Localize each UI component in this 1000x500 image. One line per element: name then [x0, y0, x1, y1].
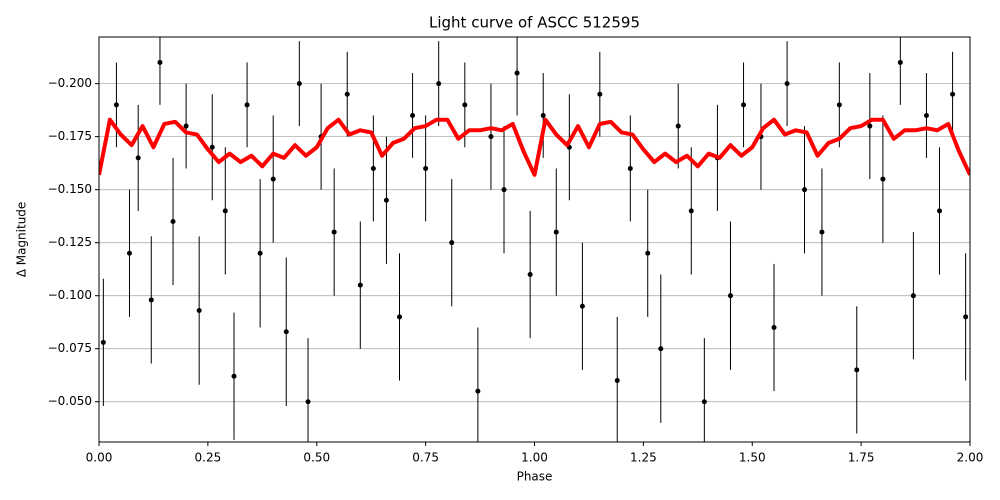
data-point — [553, 229, 559, 235]
data-point — [802, 187, 808, 193]
data-point — [244, 102, 250, 108]
data-point — [867, 123, 873, 129]
data-point — [597, 91, 603, 97]
data-point — [514, 70, 520, 76]
data-point — [370, 165, 376, 171]
data-point — [675, 123, 681, 129]
data-point — [170, 218, 176, 224]
x-tick-label: 0.00 — [86, 451, 113, 465]
data-point — [910, 293, 916, 299]
data-point — [270, 176, 276, 182]
data-point — [231, 373, 237, 379]
grid — [99, 83, 970, 403]
x-tick-label: 1.50 — [739, 451, 766, 465]
data-point — [449, 240, 455, 246]
data-point — [283, 329, 289, 335]
data-point — [113, 102, 119, 108]
x-tick-label: 0.75 — [412, 451, 439, 465]
data-point — [383, 197, 389, 203]
data-point — [836, 102, 842, 108]
data-point — [784, 81, 790, 87]
data-point — [157, 59, 163, 65]
data-point — [950, 91, 956, 97]
chart-title: Light curve of ASCC 512595 — [429, 14, 640, 32]
data-point — [183, 123, 189, 129]
data-point — [296, 81, 302, 87]
x-tick-label: 2.00 — [957, 451, 984, 465]
plot-area — [99, 37, 970, 442]
data-point — [257, 250, 263, 256]
data-point — [727, 293, 733, 299]
data-point — [331, 229, 337, 235]
data-point — [645, 250, 651, 256]
data-point — [923, 112, 929, 118]
data-point — [196, 308, 202, 314]
y-axis-label: Δ Magnitude — [15, 202, 29, 278]
data-point — [148, 297, 154, 303]
data-point — [100, 339, 106, 345]
y-tick-label: −0.200 — [48, 76, 92, 90]
x-tick-label: 1.25 — [630, 451, 657, 465]
data-point — [771, 324, 777, 330]
x-tick-label: 0.50 — [303, 451, 330, 465]
data-point — [854, 367, 860, 373]
x-tick-label: 1.75 — [848, 451, 875, 465]
data-point — [627, 165, 633, 171]
y-tick-label: −0.150 — [48, 182, 92, 196]
data-point — [614, 378, 620, 384]
data-point — [963, 314, 969, 320]
x-axis-label: Phase — [517, 470, 553, 484]
data-point — [540, 112, 546, 118]
data-point — [819, 229, 825, 235]
data-point — [222, 208, 228, 214]
y-tick-label: −0.100 — [48, 288, 92, 302]
data-point — [436, 81, 442, 87]
y-tick-label: −0.125 — [48, 235, 92, 249]
y-tick-label: −0.050 — [48, 394, 92, 408]
data-point — [488, 134, 494, 140]
axes: 0.00 0.25 0.50 0.75 1.00 1.25 1.50 1.75 2.00 −0.2… — [48, 76, 984, 464]
data-point — [135, 155, 141, 161]
data-point — [305, 399, 311, 405]
data-point — [688, 208, 694, 214]
data-point — [501, 187, 507, 193]
data-point — [741, 102, 747, 108]
data-point — [423, 165, 429, 171]
data-point — [357, 282, 363, 288]
data-point — [462, 102, 468, 108]
data-point — [475, 388, 481, 394]
data-point — [658, 346, 664, 352]
data-point — [410, 112, 416, 118]
data-point — [897, 59, 903, 65]
x-tick-label: 1.00 — [521, 451, 548, 465]
y-tick-label: −0.175 — [48, 129, 92, 143]
data-point — [396, 314, 402, 320]
data-point — [579, 303, 585, 309]
data-point — [209, 144, 215, 150]
y-tick-label: −0.075 — [48, 341, 92, 355]
data-point — [344, 91, 350, 97]
data-point — [880, 176, 886, 182]
x-tick-label: 0.25 — [195, 451, 222, 465]
data-point — [701, 399, 707, 405]
data-point — [126, 250, 132, 256]
binned-line — [99, 117, 970, 177]
data-point — [937, 208, 943, 214]
data-point — [527, 271, 533, 277]
